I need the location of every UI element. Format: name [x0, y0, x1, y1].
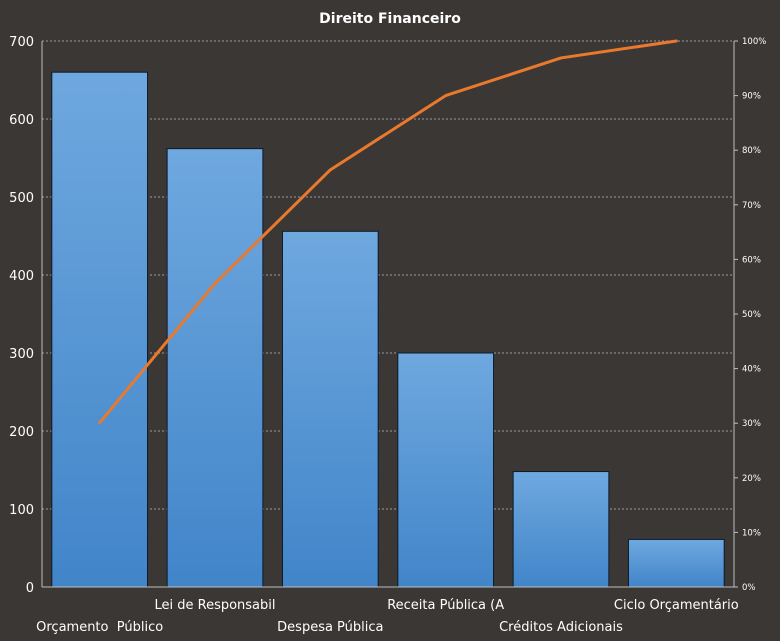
y2-tick-label: 30%: [742, 419, 761, 429]
y2-tick-label: 60%: [742, 255, 761, 265]
y-tick-label: 300: [9, 347, 34, 362]
y2-tick-label: 50%: [742, 310, 761, 320]
gridlines: [42, 40, 734, 510]
y2-tick-label: 40%: [742, 365, 761, 375]
y2-tick-label: 20%: [742, 474, 761, 484]
y2-tick-label: 10%: [742, 528, 761, 538]
y2-tick-label: 100%: [742, 37, 766, 47]
y-tick-label: 400: [9, 269, 34, 284]
x-tick-label: Ciclo Orçamentário: [614, 598, 739, 613]
y2-tick-label: 0%: [742, 583, 756, 593]
y-tick-label: 500: [9, 191, 34, 206]
chart-title: Direito Financeiro: [319, 11, 461, 27]
x-tick-label: Lei de Responsabil: [154, 598, 275, 613]
y-tick-label: 100: [9, 503, 34, 518]
y-tick-label: 600: [9, 113, 34, 128]
cumulative-series-line: [98, 39, 678, 425]
y-tick-label: 700: [9, 35, 34, 50]
axes: [41, 40, 738, 588]
bar: [512, 471, 610, 588]
bars: [51, 71, 725, 588]
y2-tick-label: 80%: [742, 146, 761, 156]
y-tick-label: 200: [9, 425, 34, 440]
bar: [397, 352, 495, 588]
x-tick-label: Créditos Adicionais: [499, 620, 623, 635]
tick-labels: 0 100 200 300 400 500 600 700 0% 10% 20% 30% 40% 50% 6…: [9, 35, 766, 635]
bar: [51, 71, 149, 588]
bar: [627, 538, 725, 588]
x-tick-label: Despesa Pública: [277, 620, 383, 635]
y-tick-label: 0: [26, 581, 34, 596]
cumulative-line: [98, 39, 678, 425]
y2-tick-label: 70%: [742, 201, 761, 211]
y2-tick-label: 90%: [742, 92, 761, 102]
x-tick-label: Orçamento Público: [36, 620, 163, 635]
bar: [281, 230, 379, 588]
x-tick-label: Receita Pública (A: [387, 598, 504, 613]
bar: [166, 148, 264, 588]
